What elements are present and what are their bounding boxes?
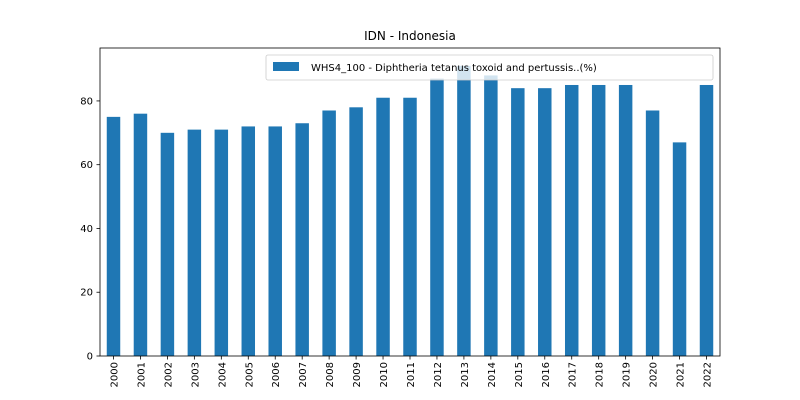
y-tick-label: 20	[80, 288, 93, 299]
bar-2004	[214, 129, 229, 356]
x-tick-label: 2007	[298, 362, 309, 387]
bar-2012	[430, 78, 444, 356]
y-tick-label: 40	[80, 224, 93, 235]
legend-swatch	[273, 62, 299, 71]
x-tick-label: 2015	[514, 362, 525, 387]
x-tick-label: 2003	[190, 362, 201, 387]
x-tick-label: 2006	[271, 362, 282, 387]
x-tick-label: 2010	[379, 362, 390, 387]
legend-box	[265, 54, 714, 81]
x-tick-label: 2002	[163, 362, 174, 387]
bar-2020	[645, 110, 660, 356]
x-axis: 2000 2001 2002 2003 2004 2005 2006 2007 2008 2009…	[110, 356, 714, 387]
y-tick-label: 60	[80, 160, 93, 171]
bar-2007	[295, 123, 309, 357]
bar-2003	[187, 129, 202, 356]
x-tick-label: 2008	[325, 362, 336, 387]
bar-2000	[106, 116, 121, 356]
bar-2008	[322, 110, 336, 356]
bar-2002	[160, 132, 175, 356]
bar-2010	[376, 97, 390, 356]
x-tick-label: 2001	[136, 362, 147, 387]
x-tick-label: 2009	[352, 362, 363, 387]
x-tick-label: 2014	[487, 362, 498, 387]
bar-2006	[268, 126, 282, 356]
bar-2015	[511, 88, 525, 356]
bar-2001	[133, 113, 148, 357]
bar-2013	[457, 65, 471, 356]
bar-2019	[618, 84, 633, 356]
bar-2011	[403, 97, 417, 356]
plot-frame	[99, 47, 721, 357]
bar-2005	[241, 126, 256, 356]
bar-2017	[564, 84, 579, 356]
x-tick-label: 2000	[110, 362, 121, 387]
bars-group	[106, 65, 714, 357]
x-tick-label: 2004	[217, 362, 228, 387]
bar-2021	[672, 142, 687, 356]
x-tick-label: 2011	[406, 362, 417, 387]
x-tick-label: 2013	[460, 362, 471, 387]
x-tick-label: 2021	[676, 362, 687, 387]
y-axis: 0 20 40 60 80	[80, 96, 100, 363]
x-tick-label: 2005	[244, 362, 255, 387]
x-tick-label: 2020	[649, 362, 660, 387]
bar-2022	[699, 84, 714, 356]
bar-2009	[349, 107, 363, 356]
legend: WHS4_100 - Diphtheria tetanus toxoid and…	[265, 54, 714, 81]
x-tick-label: 2016	[541, 362, 552, 387]
x-tick-label: 2022	[703, 362, 714, 387]
legend-label: WHS4_100 - Diphtheria tetanus toxoid and…	[311, 63, 597, 74]
bar-2016	[538, 88, 552, 356]
bar-2014	[484, 75, 498, 356]
chart-title: IDN - Indonesia	[364, 29, 456, 43]
bar-2018	[591, 84, 606, 356]
x-tick-label: 2012	[433, 362, 444, 387]
y-tick-label: 0	[87, 352, 93, 363]
x-tick-label: 2018	[595, 362, 606, 387]
x-tick-label: 2019	[622, 362, 633, 387]
y-tick-label: 80	[80, 96, 93, 107]
x-tick-label: 2017	[568, 362, 579, 387]
